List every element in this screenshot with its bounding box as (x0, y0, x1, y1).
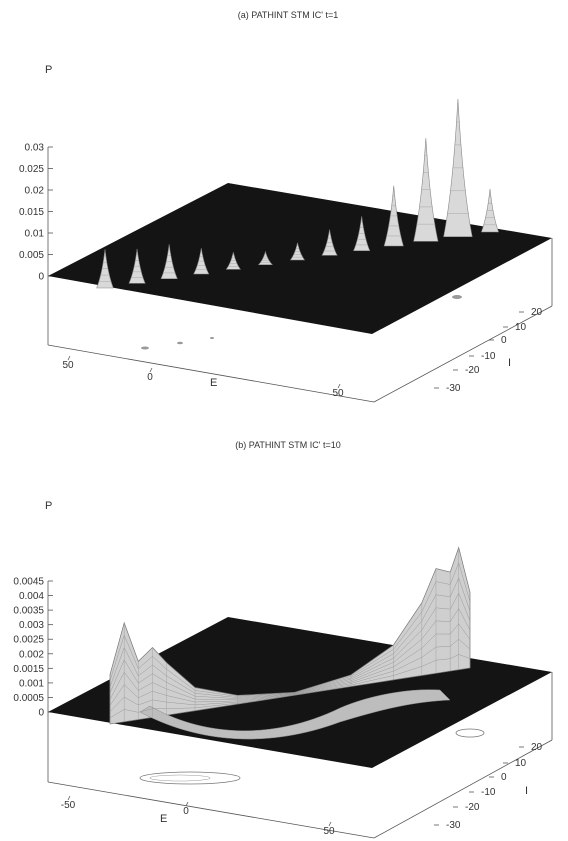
panel-a: (a) PATHINT STM IC' t=1 P 0.030.0250.020… (19, 10, 553, 403)
panel-a-x-label: E (210, 377, 217, 389)
x-tick-mark (328, 821, 332, 827)
z-tick-label: 0.0025 (13, 635, 44, 646)
y-tick-label: -30 (446, 820, 461, 831)
z-tick-label: 0.02 (25, 186, 45, 197)
panel-a-peaks (96, 99, 500, 289)
y-tick-label: 0 (501, 335, 507, 346)
z-tick-label: 0.01 (25, 229, 45, 240)
x-tick-label: 50 (62, 360, 74, 371)
x-tick-label: 0 (183, 806, 189, 817)
z-tick-label: 0.015 (19, 207, 44, 218)
panel-b-x-label: E (160, 813, 167, 825)
z-tick-label: 0.0005 (13, 693, 44, 704)
z-tick-label: 0 (38, 272, 44, 283)
z-tick-label: 0.03 (25, 143, 45, 154)
x-tick-label: 50 (332, 388, 344, 399)
panel-b-y-label: I (525, 785, 528, 797)
y-tick-label: 10 (515, 758, 527, 769)
panel-b-ticks: -50 0 50 20 10 0 -10-20 -30 (61, 742, 543, 837)
panel-a-ticks: 50 0 50 20 10 0 -10-20 -30 (62, 307, 542, 399)
y-tick-label: 20 (531, 307, 543, 318)
panel-a-z-axis: 0.03 0.025 0.02 0.015 0.01 0.005 0 (19, 143, 53, 283)
z-tick-label: 0.001 (19, 678, 44, 689)
panel-a-z-label: P (45, 64, 52, 76)
z-tick-label: 0.0035 (13, 606, 44, 617)
y-tick-label: -10 (481, 351, 496, 362)
y-tick-label: -10 (481, 787, 496, 798)
z-tick-label: 0 (38, 708, 44, 719)
x-tick-mark (67, 795, 71, 801)
y-tick-label: 10 (515, 322, 527, 333)
panel-b-floor-contours (139, 728, 485, 785)
x-tick-mark (337, 383, 341, 389)
x-tick-label: 50 (323, 826, 335, 837)
panel-b-title: (b) PATHINT STM IC' t=10 (235, 440, 341, 450)
z-tick-label: 0.025 (19, 164, 44, 175)
y-tick-label: 0 (501, 772, 507, 783)
x-tick-mark (67, 355, 71, 361)
y-tick-label: -20 (465, 802, 480, 813)
panel-a-base-frame (47, 238, 553, 403)
panel-a-title: (a) PATHINT STM IC' t=1 (238, 10, 338, 20)
y-tick-label: 20 (531, 742, 543, 753)
panel-a-y-label: I (508, 357, 511, 369)
x-tick-mark (149, 367, 153, 373)
x-tick-label: -50 (61, 800, 76, 811)
x-tick-label: 0 (147, 372, 153, 383)
z-tick-label: 0.003 (19, 620, 44, 631)
z-tick-label: 0.005 (19, 250, 44, 261)
z-tick-label: 0.0045 (13, 577, 44, 588)
ridge-front-band (139, 689, 451, 740)
panel-b-z-label: P (45, 500, 52, 512)
panel-b-z-axis: 0.0045 0.004 0.0035 0.003 0.0025 0.002 0.0015 0… (13, 577, 53, 719)
z-tick-label: 0.002 (19, 649, 44, 660)
panel-b-base-frame (47, 672, 553, 839)
y-tick-label: -30 (446, 383, 461, 394)
panel-b: (b) PATHINT STM IC' t=10 P 0.00450.0040.… (13, 440, 553, 839)
z-tick-label: 0.004 (19, 591, 44, 602)
z-tick-label: 0.0015 (13, 664, 44, 675)
y-tick-label: -20 (465, 365, 480, 376)
panel-b-ridge (109, 546, 471, 740)
panel-a-floor-contours (141, 295, 462, 350)
x-tick-mark (185, 801, 189, 807)
